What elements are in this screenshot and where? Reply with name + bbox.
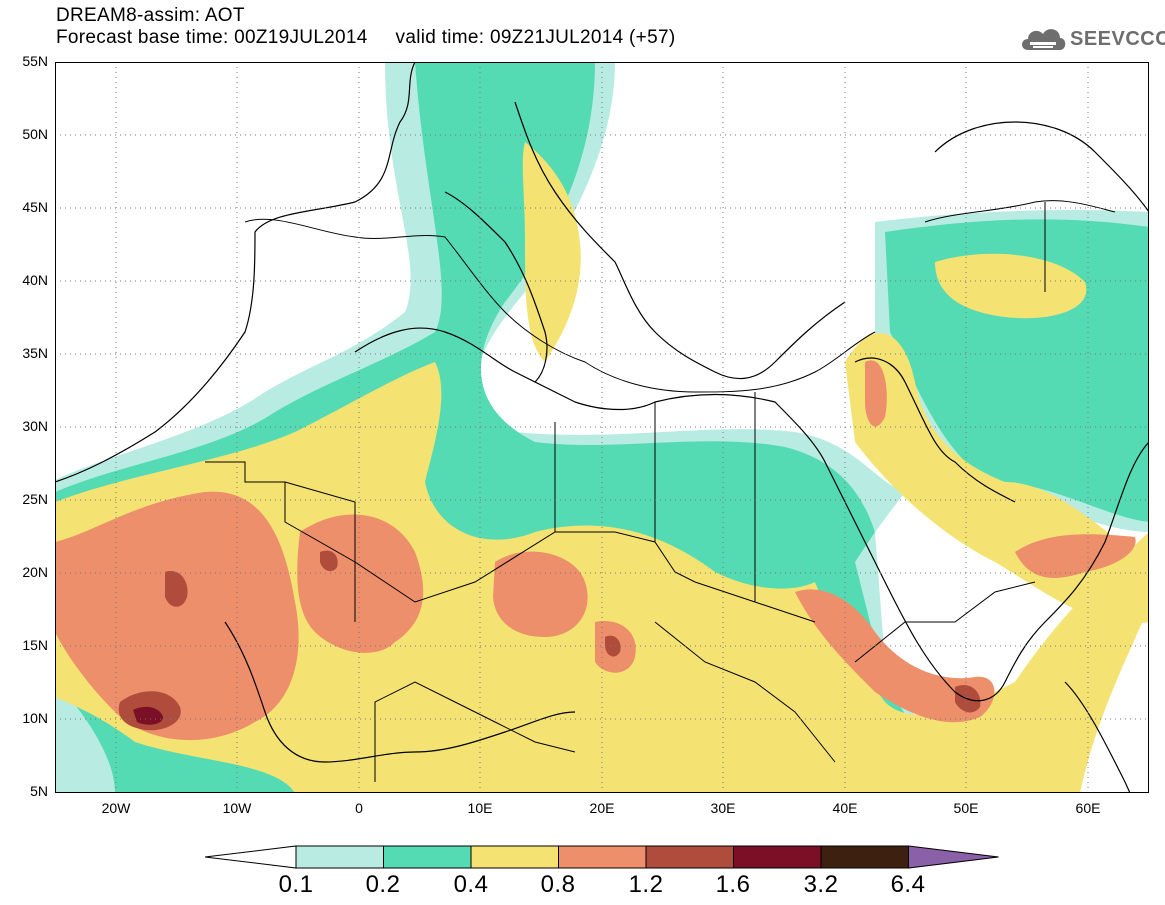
aot-field: [55, 62, 1149, 793]
colorbar-swatch: [558, 845, 647, 869]
seevccc-logo: SEEVCCC: [1018, 22, 1165, 62]
colorbar-swatch: [470, 845, 559, 869]
cloud-icon: [1022, 29, 1066, 50]
lon-label: 60E: [1075, 800, 1101, 816]
lon-label: 10W: [222, 800, 252, 816]
lon-label: 40E: [832, 800, 858, 816]
colorbar-swatch: [383, 845, 472, 869]
colorbar: [205, 845, 999, 869]
lat-label: 10N: [22, 710, 48, 726]
lat-label: 30N: [22, 418, 48, 434]
lon-label: 20E: [589, 800, 615, 816]
lat-label: 50N: [22, 126, 48, 142]
lat-label: 55N: [22, 53, 48, 69]
colorbar-label: 6.4: [890, 871, 926, 898]
colorbar-swatches: [205, 845, 999, 869]
lon-label: 20W: [101, 800, 131, 816]
lon-label: 50E: [953, 800, 979, 816]
lon-label: 30E: [710, 800, 736, 816]
country-borders: [205, 200, 1116, 782]
aot-band-1.6: [133, 706, 163, 725]
lon-label: 0: [355, 800, 363, 816]
colorbar-swatch: [820, 845, 909, 869]
colorbar-label: 1.6: [715, 871, 751, 898]
coastlines: [55, 62, 1149, 793]
lat-label: 35N: [22, 345, 48, 361]
logo-text: SEEVCCC: [1070, 28, 1165, 50]
colorbar-label: 0.8: [540, 871, 576, 898]
colorbar-swatch: [645, 845, 734, 869]
lat-label: 15N: [22, 637, 48, 653]
grid-lines: [55, 62, 1149, 793]
colorbar-label: 0.4: [453, 871, 489, 898]
colorbar-label: 0.2: [365, 871, 401, 898]
colorbar-swatch-below: [205, 845, 297, 869]
lat-label: 25N: [22, 491, 48, 507]
lat-label: 45N: [22, 199, 48, 215]
lon-label: 10E: [467, 800, 493, 816]
colorbar-swatch: [295, 845, 384, 869]
colorbar-swatch-above: [908, 845, 999, 869]
colorbar-label: 3.2: [803, 871, 839, 898]
forecast-time-line: Forecast base time: 00Z19JUL2014 valid t…: [56, 27, 676, 48]
lat-label: 5N: [30, 783, 48, 799]
colorbar-label: 0.1: [278, 871, 314, 898]
lat-label: 20N: [22, 564, 48, 580]
colorbar-swatch: [733, 845, 822, 869]
lat-label: 40N: [22, 272, 48, 288]
colorbar-label: 1.2: [628, 871, 664, 898]
map-title: DREAM8-assim: AOT: [56, 5, 245, 26]
aot-map: [55, 62, 1149, 793]
